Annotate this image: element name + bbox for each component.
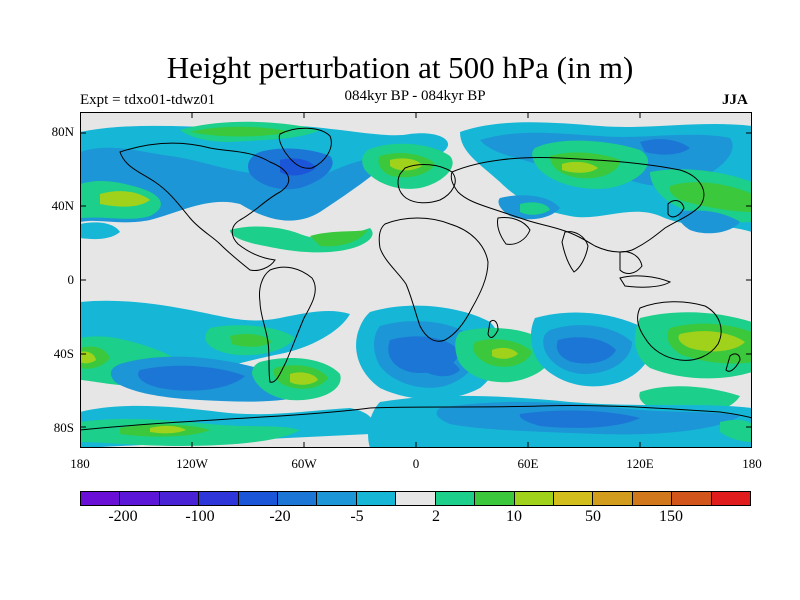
colorbar-label: 150 — [659, 508, 683, 525]
contour-fills-north — [80, 121, 752, 253]
colorbar-swatch — [671, 491, 712, 506]
lon-label-60w: 60W — [291, 456, 317, 471]
lon-label-0: 0 — [412, 456, 420, 471]
colorbar-label: 50 — [585, 508, 601, 525]
colorbar-swatch — [277, 491, 318, 506]
colorbar-swatch — [474, 491, 515, 506]
lat-label-40s: 40S — [53, 346, 74, 361]
colorbar-swatch — [316, 491, 357, 506]
colorbar-label: -5 — [350, 508, 364, 525]
colorbar-swatch — [395, 491, 436, 506]
colorbar-swatch — [119, 491, 160, 506]
coastlines — [80, 127, 752, 431]
period-label: 084kyr BP - 084kyr BP — [344, 88, 486, 104]
colorbar-label: -100 — [185, 508, 215, 525]
colorbar-swatch — [710, 491, 751, 506]
colorbar-label: -200 — [108, 508, 138, 525]
colorbar-swatch — [552, 491, 594, 506]
lon-label-180e: 180 — [742, 456, 762, 471]
experiment-label: Expt = tdxo01-tdwz01 — [80, 92, 216, 108]
colorbar-label: -20 — [269, 508, 291, 525]
colorbar-label: 10 — [506, 508, 522, 525]
map-panel — [80, 112, 752, 448]
lat-label-80s: 80S — [53, 420, 74, 435]
colorbar — [80, 491, 751, 506]
lat-label-80n: 80N — [51, 124, 74, 139]
colorbar-swatch — [434, 491, 476, 506]
colorbar-swatch — [513, 491, 554, 506]
contour-fills-south — [80, 300, 752, 448]
lon-label-180w: 180 — [70, 456, 90, 471]
colorbar-swatch — [80, 491, 121, 506]
colorbar-label: 2 — [432, 508, 440, 525]
lat-label-40n: 40N — [51, 198, 74, 213]
lat-label-0: 0 — [67, 272, 75, 287]
colorbar-swatch — [198, 491, 239, 506]
chart-title: Height perturbation at 500 hPa (in m) — [166, 50, 634, 85]
colorbar-swatch — [237, 491, 279, 506]
map-svg — [80, 112, 752, 448]
lon-label-120e: 120E — [626, 456, 654, 471]
map-ticks — [80, 112, 752, 448]
season-label: JJA — [722, 92, 748, 108]
colorbar-swatch — [631, 491, 673, 506]
colorbar-swatch — [355, 491, 397, 506]
colorbar-swatch — [592, 491, 633, 506]
lon-label-60e: 60E — [517, 456, 539, 471]
colorbar-swatch — [158, 491, 200, 506]
lon-label-120w: 120W — [176, 456, 208, 471]
